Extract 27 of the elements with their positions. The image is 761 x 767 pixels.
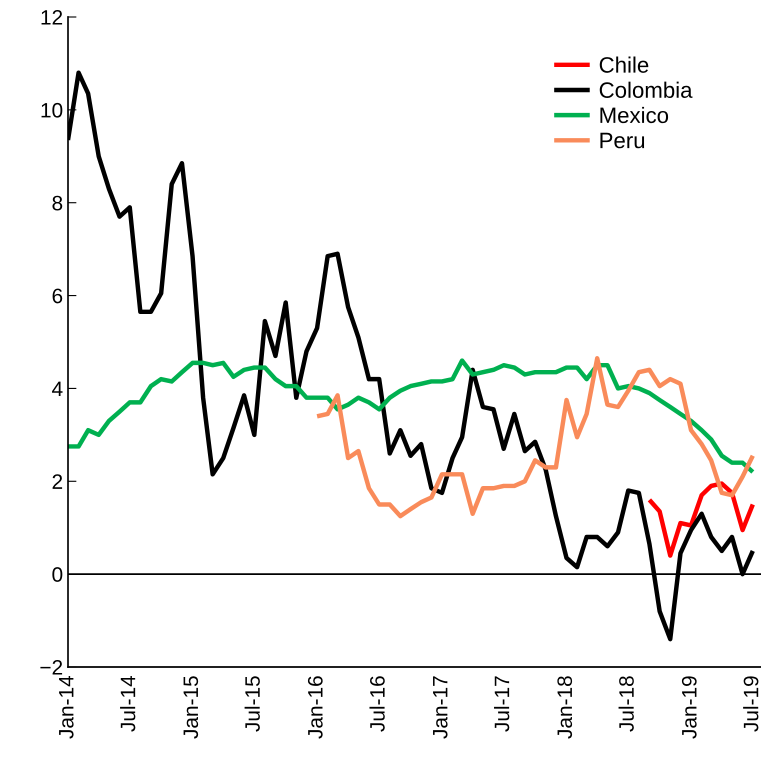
x-tick-label: Jul-15 — [244, 676, 260, 732]
legend-label: Peru — [600, 132, 644, 148]
y-tick-label: 0 — [52, 567, 62, 582]
y-tick-label: 8 — [52, 196, 62, 210]
x-tick-label: Jan-19 — [682, 676, 697, 739]
x-tick-label: Jul-17 — [494, 676, 510, 732]
line-series — [647, 481, 756, 558]
y-tick-label: −2 — [40, 660, 62, 675]
x-tick-label: Jan-17 — [433, 676, 448, 739]
line-series — [68, 358, 756, 474]
x-tick-label: Jan-15 — [184, 676, 198, 739]
x-tick-label: Jul-16 — [369, 676, 385, 732]
x-tick-label: Jan-14 — [59, 676, 74, 739]
y-tick-label: 2 — [52, 474, 62, 489]
legend-label: Chile — [600, 56, 648, 73]
x-tick-label: Jan-16 — [308, 676, 323, 739]
y-tick-label: 4 — [52, 382, 63, 396]
legend-label: Mexico — [600, 106, 668, 124]
legend-label: Colombia — [600, 82, 692, 98]
x-tick-label: Jul-19 — [743, 676, 758, 732]
y-tick-label: 6 — [52, 288, 62, 304]
x-tick-label: Jul-18 — [618, 676, 634, 732]
line-series — [314, 356, 756, 518]
x-tick-label: Jul-14 — [120, 676, 136, 732]
y-tick-label: 10 — [42, 102, 62, 118]
x-tick-label: Jan-18 — [557, 676, 572, 739]
y-tick-label: 12 — [42, 10, 62, 25]
